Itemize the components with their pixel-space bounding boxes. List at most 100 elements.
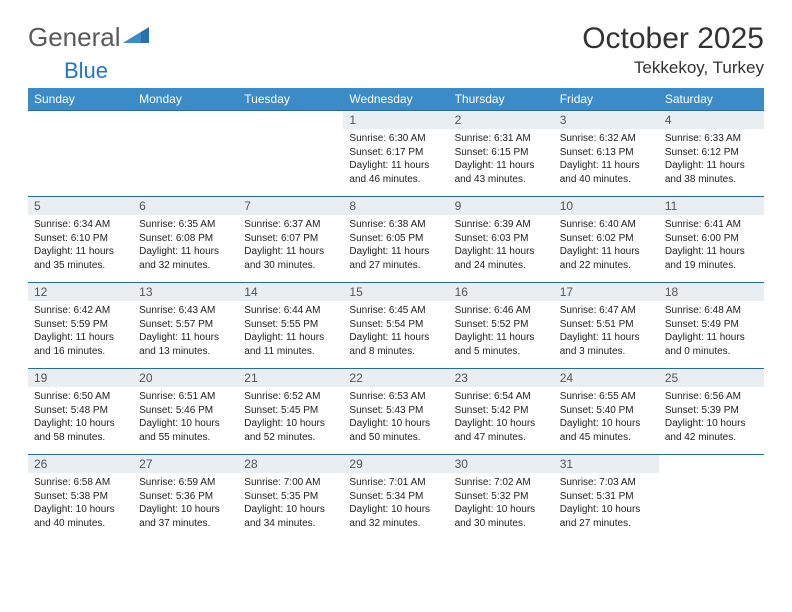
brand-name-a: General [28,22,121,53]
day-number: 25 [659,369,764,387]
calendar-week-row: 1Sunrise: 6:30 AMSunset: 6:17 PMDaylight… [28,111,764,197]
brand-name-b: Blue [64,58,108,84]
day-details: Sunrise: 6:46 AMSunset: 5:52 PMDaylight:… [449,301,554,362]
day-number: 30 [449,455,554,473]
day-details: Sunrise: 7:02 AMSunset: 5:32 PMDaylight:… [449,473,554,534]
day-details: Sunrise: 6:34 AMSunset: 6:10 PMDaylight:… [28,215,133,276]
day-number: 19 [28,369,133,387]
calendar-week-row: 26Sunrise: 6:58 AMSunset: 5:38 PMDayligh… [28,455,764,541]
calendar-day-cell: 27Sunrise: 6:59 AMSunset: 5:36 PMDayligh… [133,455,238,541]
day-number: 29 [343,455,448,473]
calendar-day-cell: 9Sunrise: 6:39 AMSunset: 6:03 PMDaylight… [449,197,554,283]
day-details: Sunrise: 6:52 AMSunset: 5:45 PMDaylight:… [238,387,343,448]
day-number: 1 [343,111,448,129]
calendar-day-cell: 24Sunrise: 6:55 AMSunset: 5:40 PMDayligh… [554,369,659,455]
weekday-header: Monday [133,88,238,111]
day-number: 4 [659,111,764,129]
day-number: 24 [554,369,659,387]
calendar-day-cell: 23Sunrise: 6:54 AMSunset: 5:42 PMDayligh… [449,369,554,455]
calendar-day-cell: 29Sunrise: 7:01 AMSunset: 5:34 PMDayligh… [343,455,448,541]
day-number: 22 [343,369,448,387]
calendar-day-cell: 30Sunrise: 7:02 AMSunset: 5:32 PMDayligh… [449,455,554,541]
calendar-day-cell: 1Sunrise: 6:30 AMSunset: 6:17 PMDaylight… [343,111,448,197]
weekday-header: Wednesday [343,88,448,111]
day-number: 5 [28,197,133,215]
day-details: Sunrise: 6:42 AMSunset: 5:59 PMDaylight:… [28,301,133,362]
day-number: 3 [554,111,659,129]
calendar-day-cell: 4Sunrise: 6:33 AMSunset: 6:12 PMDaylight… [659,111,764,197]
day-number: 10 [554,197,659,215]
day-number: 23 [449,369,554,387]
day-number: 27 [133,455,238,473]
calendar-day-cell [659,455,764,541]
calendar-day-cell: 28Sunrise: 7:00 AMSunset: 5:35 PMDayligh… [238,455,343,541]
day-details: Sunrise: 7:01 AMSunset: 5:34 PMDaylight:… [343,473,448,534]
calendar-week-row: 5Sunrise: 6:34 AMSunset: 6:10 PMDaylight… [28,197,764,283]
day-number: 9 [449,197,554,215]
day-details: Sunrise: 6:30 AMSunset: 6:17 PMDaylight:… [343,129,448,190]
title-block: October 2025 Tekkekoy, Turkey [582,22,764,78]
calendar-day-cell: 16Sunrise: 6:46 AMSunset: 5:52 PMDayligh… [449,283,554,369]
calendar-day-cell: 3Sunrise: 6:32 AMSunset: 6:13 PMDaylight… [554,111,659,197]
day-details: Sunrise: 6:33 AMSunset: 6:12 PMDaylight:… [659,129,764,190]
calendar-day-cell: 10Sunrise: 6:40 AMSunset: 6:02 PMDayligh… [554,197,659,283]
calendar-body: 1Sunrise: 6:30 AMSunset: 6:17 PMDaylight… [28,111,764,541]
day-details: Sunrise: 6:41 AMSunset: 6:00 PMDaylight:… [659,215,764,276]
calendar-day-cell: 25Sunrise: 6:56 AMSunset: 5:39 PMDayligh… [659,369,764,455]
weekday-header: Saturday [659,88,764,111]
day-details: Sunrise: 6:55 AMSunset: 5:40 PMDaylight:… [554,387,659,448]
calendar-day-cell: 7Sunrise: 6:37 AMSunset: 6:07 PMDaylight… [238,197,343,283]
day-number: 18 [659,283,764,301]
day-number: 21 [238,369,343,387]
day-details: Sunrise: 6:47 AMSunset: 5:51 PMDaylight:… [554,301,659,362]
day-number: 2 [449,111,554,129]
month-title: October 2025 [582,22,764,56]
calendar-week-row: 12Sunrise: 6:42 AMSunset: 5:59 PMDayligh… [28,283,764,369]
day-number: 7 [238,197,343,215]
day-details: Sunrise: 6:50 AMSunset: 5:48 PMDaylight:… [28,387,133,448]
day-number: 20 [133,369,238,387]
calendar-day-cell [133,111,238,197]
weekday-header: Thursday [449,88,554,111]
day-details: Sunrise: 6:39 AMSunset: 6:03 PMDaylight:… [449,215,554,276]
brand-triangle-icon [123,25,151,50]
calendar-day-cell: 18Sunrise: 6:48 AMSunset: 5:49 PMDayligh… [659,283,764,369]
day-number: 16 [449,283,554,301]
calendar-day-cell: 31Sunrise: 7:03 AMSunset: 5:31 PMDayligh… [554,455,659,541]
day-details: Sunrise: 6:56 AMSunset: 5:39 PMDaylight:… [659,387,764,448]
calendar-day-cell: 11Sunrise: 6:41 AMSunset: 6:00 PMDayligh… [659,197,764,283]
day-number: 6 [133,197,238,215]
day-number: 26 [28,455,133,473]
calendar-day-cell: 12Sunrise: 6:42 AMSunset: 5:59 PMDayligh… [28,283,133,369]
calendar-week-row: 19Sunrise: 6:50 AMSunset: 5:48 PMDayligh… [28,369,764,455]
day-details: Sunrise: 6:45 AMSunset: 5:54 PMDaylight:… [343,301,448,362]
day-details: Sunrise: 6:37 AMSunset: 6:07 PMDaylight:… [238,215,343,276]
day-number: 15 [343,283,448,301]
weekday-header: Friday [554,88,659,111]
day-details: Sunrise: 6:31 AMSunset: 6:15 PMDaylight:… [449,129,554,190]
day-number: 31 [554,455,659,473]
day-details: Sunrise: 6:35 AMSunset: 6:08 PMDaylight:… [133,215,238,276]
day-details: Sunrise: 6:44 AMSunset: 5:55 PMDaylight:… [238,301,343,362]
calendar-day-cell: 14Sunrise: 6:44 AMSunset: 5:55 PMDayligh… [238,283,343,369]
calendar-day-cell: 21Sunrise: 6:52 AMSunset: 5:45 PMDayligh… [238,369,343,455]
calendar-day-cell: 8Sunrise: 6:38 AMSunset: 6:05 PMDaylight… [343,197,448,283]
weekday-header: Tuesday [238,88,343,111]
day-details: Sunrise: 6:40 AMSunset: 6:02 PMDaylight:… [554,215,659,276]
day-number: 11 [659,197,764,215]
calendar-day-cell: 6Sunrise: 6:35 AMSunset: 6:08 PMDaylight… [133,197,238,283]
day-number: 13 [133,283,238,301]
day-details: Sunrise: 7:00 AMSunset: 5:35 PMDaylight:… [238,473,343,534]
day-details: Sunrise: 6:43 AMSunset: 5:57 PMDaylight:… [133,301,238,362]
weekday-header: Sunday [28,88,133,111]
calendar-day-cell: 13Sunrise: 6:43 AMSunset: 5:57 PMDayligh… [133,283,238,369]
day-details: Sunrise: 6:53 AMSunset: 5:43 PMDaylight:… [343,387,448,448]
day-details: Sunrise: 6:32 AMSunset: 6:13 PMDaylight:… [554,129,659,190]
calendar-day-cell [28,111,133,197]
day-details: Sunrise: 6:59 AMSunset: 5:36 PMDaylight:… [133,473,238,534]
calendar-day-cell: 17Sunrise: 6:47 AMSunset: 5:51 PMDayligh… [554,283,659,369]
day-number: 12 [28,283,133,301]
brand-logo: General [28,22,153,53]
day-details: Sunrise: 7:03 AMSunset: 5:31 PMDaylight:… [554,473,659,534]
calendar-day-cell: 5Sunrise: 6:34 AMSunset: 6:10 PMDaylight… [28,197,133,283]
